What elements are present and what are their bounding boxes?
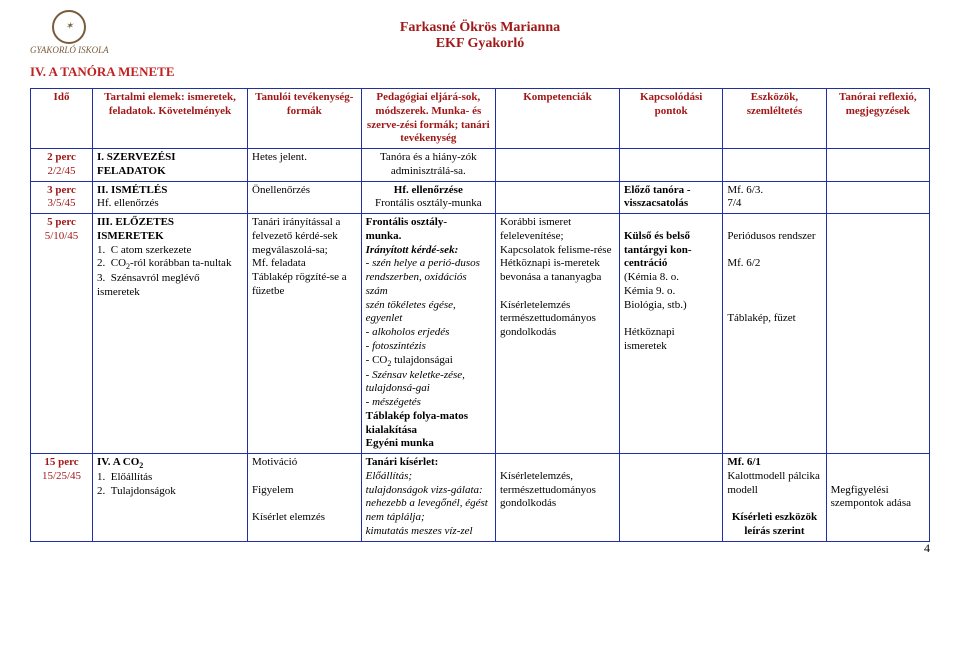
col-ido: Idő	[31, 89, 93, 149]
cell-time: 2 perc2/2/45	[31, 149, 93, 182]
col-refl: Tanórai reflexió, megjegyzések	[826, 89, 929, 149]
cell-eszk: Mf. 6/1Kalottmodell pálcika modellKísérl…	[723, 454, 826, 542]
col-tart: Tartalmi elemek: ismeretek, feladatok. K…	[93, 89, 248, 149]
table-header-row: Idő Tartalmi elemek: ismeretek, feladato…	[31, 89, 930, 149]
cell-tanuloi: Hetes jelent.	[248, 149, 362, 182]
cell-refl: Megfigyelési szempontok adása	[826, 454, 929, 542]
cell-komp	[495, 149, 619, 182]
col-komp: Kompetenciák	[495, 89, 619, 149]
logo: ✶ GYAKORLÓ ISKOLA	[30, 10, 109, 55]
col-kapcs: Kapcsolódási pontok	[619, 89, 722, 149]
table-row: 15 perc15/25/45IV. A CO21. Előállítás2. …	[31, 454, 930, 542]
cell-time: 5 perc5/10/45	[31, 214, 93, 454]
col-eszk: Eszközök, szemléltetés	[723, 89, 826, 149]
cell-komp: Korábbi ismeret felelevenítése;Kapcsolat…	[495, 214, 619, 454]
cell-kapcs	[619, 149, 722, 182]
cell-refl	[826, 214, 929, 454]
lesson-table: Idő Tartalmi elemek: ismeretek, feladato…	[30, 88, 930, 542]
section-title: IV. A TANÓRA MENETE	[30, 64, 930, 80]
col-ped: Pedagógiai eljárá-sok, módszerek. Munka-…	[361, 89, 495, 149]
cell-eszk: Mf. 6/3.7/4	[723, 181, 826, 214]
cell-time: 15 perc15/25/45	[31, 454, 93, 542]
cell-tartalmi: III. ELŐZETES ISMERETEK1. C atom szerkez…	[93, 214, 248, 454]
cell-refl	[826, 181, 929, 214]
table-row: 3 perc3/5/45II. ISMÉTLÉSHf. ellenőrzésÖn…	[31, 181, 930, 214]
cell-tanuloi: MotivációFigyelemKísérlet elemzés	[248, 454, 362, 542]
cell-komp: Kísérletelemzés, természettudományos gon…	[495, 454, 619, 542]
header-school: EKF Gyakorló	[436, 36, 525, 51]
col-tan: Tanulói tevékenység-formák	[248, 89, 362, 149]
page-header: Farkasné Ökrös Marianna EKF Gyakorló	[30, 20, 930, 52]
cell-ped: Tanári kísérlet:Előállítás;tulajdonságok…	[361, 454, 495, 542]
cell-ped: Frontális osztály-munka.Irányított kérdé…	[361, 214, 495, 454]
table-row: 2 perc2/2/45I. SZERVEZÉSI FELADATOKHetes…	[31, 149, 930, 182]
cell-kapcs: Előző tanóra - visszacsatolás	[619, 181, 722, 214]
cell-eszk: Periódusos rendszerMf. 6/2Táblakép, füze…	[723, 214, 826, 454]
cell-time: 3 perc3/5/45	[31, 181, 93, 214]
cell-kapcs	[619, 454, 722, 542]
cell-refl	[826, 149, 929, 182]
cell-tanuloi: Önellenőrzés	[248, 181, 362, 214]
table-row: 5 perc5/10/45III. ELŐZETES ISMERETEK1. C…	[31, 214, 930, 454]
cell-tartalmi: II. ISMÉTLÉSHf. ellenőrzés	[93, 181, 248, 214]
cell-ped: Tanóra és a hiány-zók adminisztrálá-sa.	[361, 149, 495, 182]
cell-eszk	[723, 149, 826, 182]
cell-komp	[495, 181, 619, 214]
cell-kapcs: Külső és belső tantárgyi kon-centráció(K…	[619, 214, 722, 454]
cell-tartalmi: IV. A CO21. Előállítás2. Tulajdonságok	[93, 454, 248, 542]
header-name: Farkasné Ökrös Marianna	[400, 20, 560, 35]
cell-ped: Hf. ellenőrzéseFrontális osztály-munka	[361, 181, 495, 214]
cell-tartalmi: I. SZERVEZÉSI FELADATOK	[93, 149, 248, 182]
cell-tanuloi: Tanári irányítással a felvezető kérdé-se…	[248, 214, 362, 454]
page-number: 4	[924, 541, 930, 556]
